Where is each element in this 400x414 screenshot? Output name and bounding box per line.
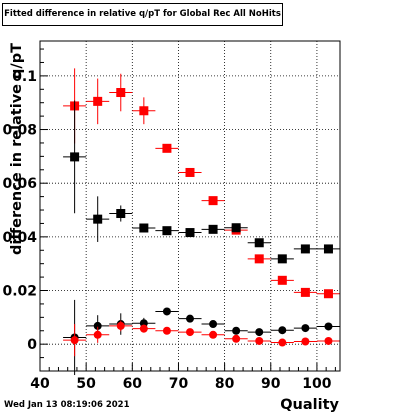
data-point-square: [116, 209, 126, 219]
x-tick-label: 80: [215, 376, 235, 392]
data-point-square: [277, 254, 287, 264]
data-series: [63, 299, 340, 376]
data-point-circle: [186, 328, 194, 337]
data-points: [63, 68, 340, 376]
data-point-square: [254, 238, 264, 248]
x-axis-title: Quality: [280, 397, 339, 413]
grid: [39, 41, 340, 371]
data-point-circle: [301, 337, 310, 346]
data-point-square: [231, 223, 241, 233]
data-point-square: [70, 152, 80, 162]
data-point-square: [93, 96, 103, 106]
data-point-square: [93, 214, 103, 224]
x-tick-label: 90: [261, 376, 281, 392]
x-tick-label: 60: [123, 376, 143, 392]
data-point-square: [208, 224, 218, 234]
data-point-circle: [162, 326, 171, 335]
data-point-circle: [255, 336, 264, 345]
axis-ticks: [39, 48, 336, 371]
data-point-square: [300, 287, 310, 297]
data-point-square: [277, 275, 287, 285]
data-point-circle: [278, 338, 287, 347]
x-tick-label: 50: [76, 376, 96, 392]
y-tick-label: 0.1: [12, 69, 37, 85]
data-point-circle: [93, 330, 102, 339]
data-point-square: [139, 106, 149, 116]
y-tick-label: 0: [27, 337, 37, 353]
data-point-square: [139, 223, 149, 233]
chart-title: Fitted difference in relative q/pT for G…: [2, 3, 283, 26]
data-point-circle: [255, 328, 264, 337]
data-point-circle: [232, 326, 241, 335]
axis-tick-labels: 40 50 60 70 80 90 100 0 0.02 0.04 0.06 0.08 0.1: [2, 69, 331, 392]
data-point-square: [185, 167, 195, 177]
data-point-circle: [70, 336, 79, 345]
x-tick-label: 100: [302, 376, 331, 392]
data-point-circle: [186, 314, 194, 323]
data-point-square: [254, 254, 264, 264]
timestamp: Wed Jan 13 08:19:06 2021: [4, 400, 130, 410]
data-point-square: [162, 143, 172, 153]
data-series: [63, 320, 340, 357]
data-point-circle: [209, 320, 218, 329]
data-point-circle: [116, 321, 125, 330]
data-point-square: [185, 228, 195, 238]
data-series: [63, 100, 340, 264]
data-point-circle: [162, 307, 171, 316]
data-point-circle: [301, 324, 310, 333]
y-tick-label: 0.04: [2, 230, 37, 246]
data-point-square: [208, 196, 218, 206]
data-point-circle: [209, 330, 218, 339]
y-tick-label: 0.02: [2, 284, 37, 300]
x-tick-label: 40: [30, 376, 50, 392]
y-axis-title: difference in relative q/pT: [9, 43, 25, 255]
plot-frame: [39, 40, 341, 372]
data-point-circle: [278, 326, 287, 335]
data-point-square: [323, 289, 333, 299]
data-point-circle: [93, 321, 102, 330]
data-point-circle: [324, 336, 333, 345]
data-point-circle: [324, 322, 333, 331]
data-point-circle: [139, 324, 148, 333]
y-tick-label: 0.06: [2, 176, 37, 192]
data-point-square: [323, 244, 333, 254]
y-tick-label: 0.08: [2, 123, 37, 139]
data-point-square: [300, 244, 310, 254]
data-point-square: [162, 226, 172, 236]
x-tick-label: 70: [169, 376, 189, 392]
data-point-square: [116, 88, 126, 98]
data-point-circle: [232, 334, 241, 343]
